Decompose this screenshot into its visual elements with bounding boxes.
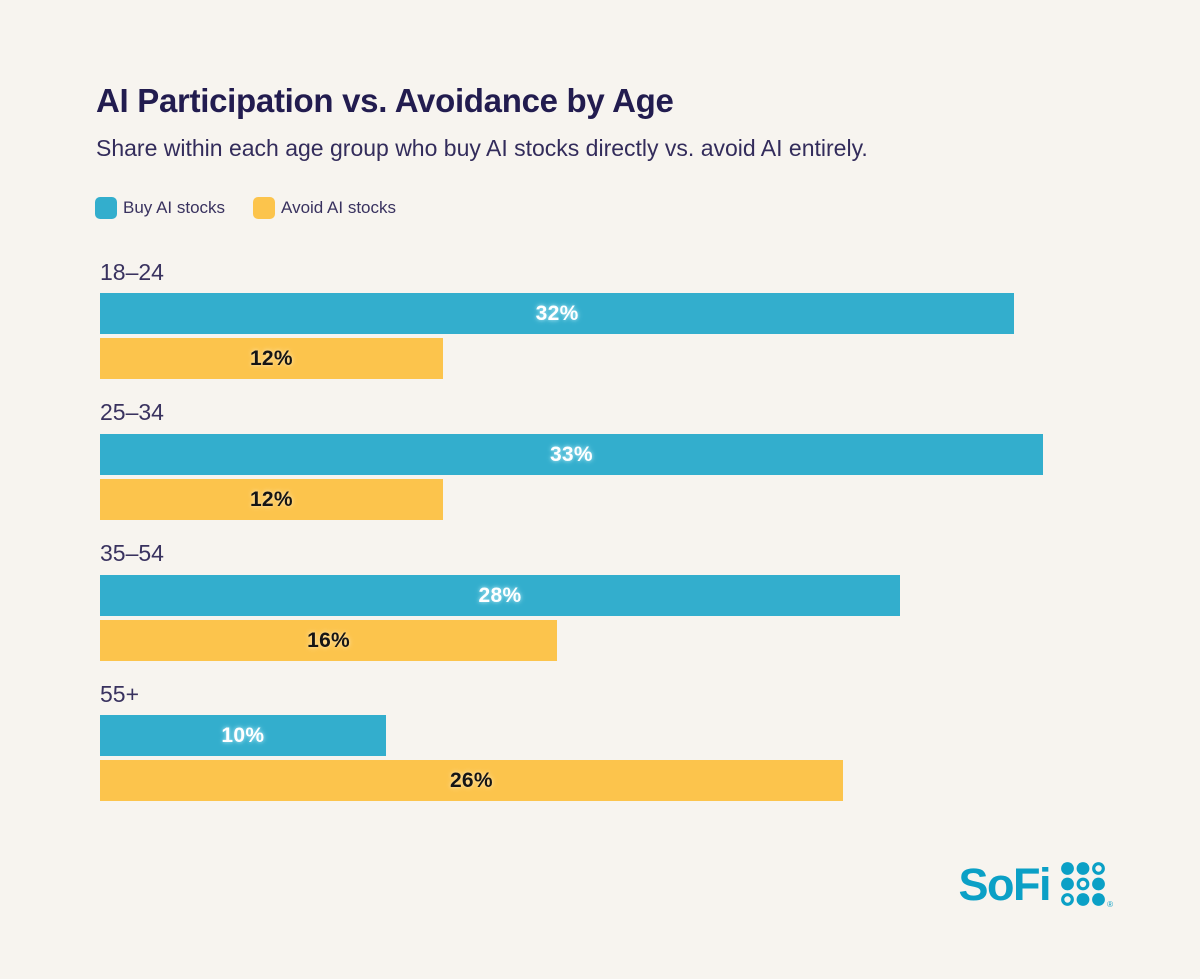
bar-avoid-ai-stocks: 12% bbox=[100, 338, 443, 380]
bar-value-label: 32% bbox=[535, 302, 579, 326]
age-group-row: 35–54 28% 16% bbox=[100, 540, 1100, 661]
bar-buy-ai-stocks: 33% bbox=[100, 434, 1043, 476]
bar-value-label: 26% bbox=[449, 769, 493, 793]
bar-value-label: 12% bbox=[249, 347, 293, 371]
bar-avoid-ai-stocks: 26% bbox=[100, 760, 843, 802]
legend-swatch-icon bbox=[253, 196, 276, 219]
header: AI Participation vs. Avoidance by Age Sh… bbox=[0, 0, 1200, 164]
bars-area: 10% 26% bbox=[100, 715, 1100, 802]
registered-trademark-symbol: ® bbox=[1107, 900, 1113, 909]
bar-avoid-ai-stocks: 12% bbox=[100, 479, 443, 521]
bar-buy-ai-stocks: 32% bbox=[100, 293, 1015, 335]
sofi-wordmark: SoFi bbox=[958, 858, 1052, 910]
age-group-row: 18–24 32% 12% bbox=[100, 259, 1100, 380]
age-group-label: 35–54 bbox=[100, 540, 164, 567]
chart-title: AI Participation vs. Avoidance by Age bbox=[96, 82, 674, 119]
bar-value-label: 28% bbox=[478, 583, 522, 607]
bar-chart: 18–24 32% 12% 25–34 33% 12% 35–54 28% 16% 55+ 10% 2… bbox=[100, 259, 1100, 802]
bar-value-label: 16% bbox=[307, 628, 351, 652]
legend-swatch-icon bbox=[95, 196, 117, 219]
age-group-label: 25–34 bbox=[100, 399, 164, 426]
legend-label: Buy AI stocks bbox=[123, 197, 226, 217]
bar-value-label: 10% bbox=[221, 724, 265, 748]
legend-item: Buy AI stocks bbox=[95, 196, 226, 219]
bars-area: 28% 16% bbox=[100, 574, 1100, 661]
bar-value-label: 12% bbox=[249, 488, 293, 512]
legend-item: Avoid AI stocks bbox=[253, 196, 397, 219]
bar-value-label: 33% bbox=[549, 443, 593, 467]
bars-area: 33% 12% bbox=[100, 434, 1100, 521]
age-group-row: 25–34 33% 12% bbox=[100, 399, 1100, 521]
age-group-row: 55+ 10% 26% bbox=[100, 681, 1100, 802]
chart-subtitle: Share within each age group who buy AI s… bbox=[96, 134, 868, 161]
bar-avoid-ai-stocks: 16% bbox=[100, 619, 558, 661]
age-group-label: 55+ bbox=[100, 680, 140, 707]
bar-buy-ai-stocks: 28% bbox=[100, 574, 900, 616]
legend: Buy AI stocks Avoid AI stocks bbox=[95, 196, 1200, 219]
legend-label: Avoid AI stocks bbox=[281, 197, 397, 217]
bar-buy-ai-stocks: 10% bbox=[100, 715, 386, 757]
sofi-dots-logo-icon: ® bbox=[1060, 861, 1113, 909]
brand-footer: SoFi ® bbox=[958, 858, 1114, 910]
age-group-label: 18–24 bbox=[100, 258, 164, 285]
bars-area: 32% 12% bbox=[100, 293, 1100, 380]
